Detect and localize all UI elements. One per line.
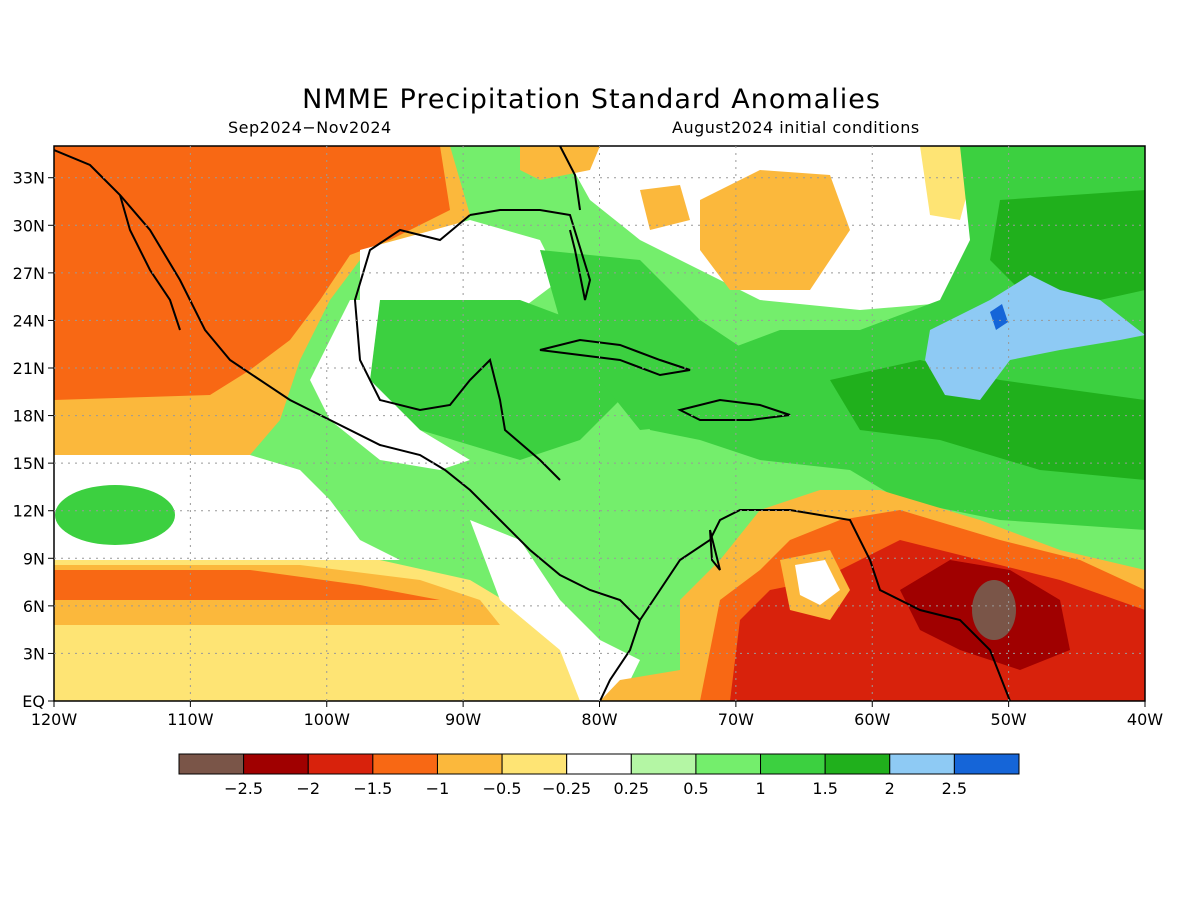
colorbar-swatch [307,753,374,775]
lon-label: 110W [167,710,214,729]
coastlines [54,146,1011,701]
initial-conditions: August2024 initial conditions [672,118,920,137]
colorbar: −2.5 −2 −1.5 −1 −0.5 −0.25 0.25 0.5 1 1.5 2 2.5 [178,753,1020,798]
lat-label: 9N [23,549,45,568]
lat-label: EQ [22,692,45,711]
colorbar-label: 1 [755,779,765,798]
lon-label: 60W [854,710,890,729]
colorbar-swatch [436,753,503,775]
lon-label: 80W [581,710,617,729]
colorbar-swatch [178,753,245,775]
colorbar-swatch [760,753,826,775]
lon-label: 120W [31,710,78,729]
lon-label: 90W [445,710,481,729]
colorbar-label: −0.5 [483,779,522,798]
colorbar-label: −1 [426,779,450,798]
colorbar-swatch [695,753,762,775]
lat-label: 24N [13,311,45,330]
lon-label: 100W [304,710,351,729]
graticule [54,146,1145,701]
colorbar-label: 0.25 [613,779,649,798]
colorbar-label: −0.25 [542,779,591,798]
forecast-period: Sep2024−Nov2024 [228,118,392,137]
colorbar-swatch [824,753,891,775]
anomaly-field [54,146,1145,701]
lon-label: 50W [991,710,1027,729]
lat-label: 15N [13,454,45,473]
lat-label: 33N [13,169,45,188]
latitude-axis: 33N 30N 27N 24N 21N 18N 15N 12N 9N 6N 3N EQ [13,169,54,711]
lat-label: 3N [23,644,45,663]
lat-label: 21N [13,359,45,378]
longitude-axis: 120W 110W 100W 90W 80W 70W 60W 50W 40W [31,701,1163,729]
colorbar-label: −2.5 [224,779,263,798]
lat-label: 12N [13,502,45,521]
lat-label: 27N [13,264,45,283]
colorbar-swatch [243,753,309,775]
colorbar-swatch [501,753,568,775]
colorbar-swatch [372,753,438,775]
colorbar-label: 0.5 [683,779,708,798]
colorbar-swatch [630,753,697,775]
lon-label: 70W [718,710,754,729]
lat-label: 30N [13,216,45,235]
colorbar-label: −1.5 [353,779,392,798]
colorbar-swatch [953,753,1020,775]
colorbar-swatch [566,753,632,775]
colorbar-label: 1.5 [812,779,837,798]
colorbar-label: −2 [296,779,320,798]
lon-label: 40W [1127,710,1163,729]
colorbar-label: 2 [885,779,895,798]
lat-label: 6N [23,597,45,616]
lat-label: 18N [13,407,45,426]
map-title: NMME Precipitation Standard Anomalies [302,84,881,115]
colorbar-swatch [889,753,955,775]
colorbar-label: 2.5 [942,779,967,798]
